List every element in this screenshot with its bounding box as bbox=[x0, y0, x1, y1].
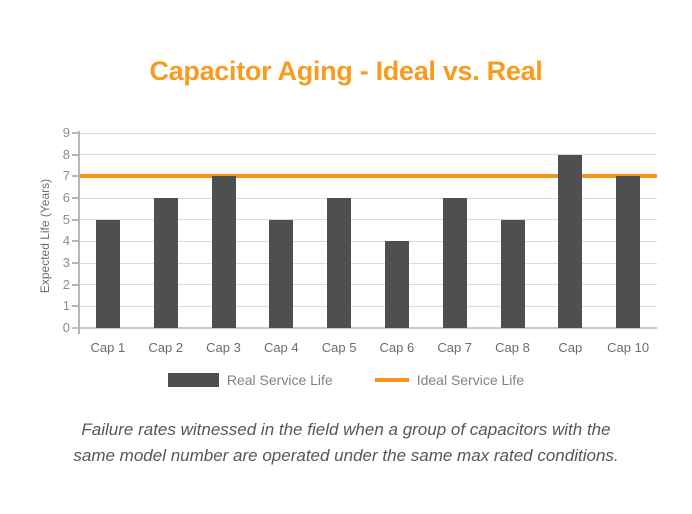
y-tick-mark-8 bbox=[72, 153, 79, 156]
y-tick-mark-5 bbox=[72, 218, 79, 221]
chart-title: Capacitor Aging - Ideal vs. Real bbox=[149, 56, 543, 86]
caption-line-1: Failure rates witnessed in the field whe… bbox=[81, 420, 611, 439]
y-axis-line bbox=[78, 131, 80, 334]
gridline-2 bbox=[79, 284, 657, 286]
y-tick-label-3: 3 bbox=[62, 255, 70, 270]
x-label-9: Cap bbox=[558, 340, 583, 355]
y-tick-mark-2 bbox=[72, 283, 79, 286]
y-tick-label-6: 6 bbox=[62, 190, 70, 205]
x-label-2: Cap 2 bbox=[148, 340, 184, 355]
ideal-service-life-line bbox=[79, 174, 657, 179]
y-tick-mark-7 bbox=[72, 175, 79, 178]
legend: Real Service Life Ideal Service Life bbox=[0, 372, 692, 388]
caption-line-2: same model number are operated under the… bbox=[73, 446, 619, 465]
y-tick-mark-6 bbox=[72, 197, 79, 199]
gridline-3 bbox=[79, 262, 657, 264]
y-tick-mark-4 bbox=[72, 240, 79, 243]
gridline-4 bbox=[79, 240, 657, 242]
bar-4 bbox=[269, 219, 294, 328]
y-tick-mark-9 bbox=[72, 132, 79, 134]
legend-label-real: Real Service Life bbox=[226, 372, 333, 388]
bar-5 bbox=[327, 198, 352, 328]
gridline-9 bbox=[79, 132, 657, 134]
legend-label-ideal: Ideal Service Life bbox=[416, 372, 525, 388]
x-label-10: Cap 10 bbox=[607, 340, 650, 355]
x-label-4: Cap 4 bbox=[263, 340, 299, 355]
y-tick-label-2: 2 bbox=[62, 276, 70, 292]
gridline-6 bbox=[79, 197, 657, 199]
x-label-7: Cap 7 bbox=[437, 340, 473, 355]
x-label-5: Cap 5 bbox=[321, 340, 357, 355]
bar-8 bbox=[500, 219, 525, 328]
gridline-8 bbox=[79, 154, 657, 156]
y-tick-mark-3 bbox=[72, 262, 79, 264]
y-tick-label-8: 8 bbox=[62, 146, 70, 162]
legend-item-real: Real Service Life bbox=[167, 372, 333, 388]
real-service-life-swatch-icon bbox=[167, 373, 219, 387]
bar-3 bbox=[211, 176, 236, 328]
gridline-1 bbox=[79, 305, 657, 307]
legend-item-ideal: Ideal Service Life bbox=[374, 372, 525, 388]
bar-2 bbox=[153, 198, 178, 328]
bar-7 bbox=[442, 198, 467, 328]
y-tick-label-1: 1 bbox=[62, 298, 70, 314]
ideal-service-life-swatch-icon bbox=[374, 378, 409, 382]
bar-9 bbox=[558, 154, 583, 328]
x-label-3: Cap 3 bbox=[206, 340, 241, 355]
bar-6 bbox=[384, 241, 409, 328]
plot-area: 0 1 2 3 4 5 6 7 8 9 Cap 1 Cap 2 Cap 3 Cap 4 Cap 5 Cap 6… bbox=[63, 125, 657, 355]
y-tick-label-9: 9 bbox=[62, 125, 70, 140]
gridline-5 bbox=[79, 219, 657, 221]
x-label-6: Cap 6 bbox=[379, 340, 415, 355]
y-tick-label-7: 7 bbox=[62, 168, 70, 184]
y-tick-label-4: 4 bbox=[62, 233, 70, 249]
x-label-1: Cap 1 bbox=[90, 340, 126, 355]
y-tick-label-0: 0 bbox=[62, 320, 70, 335]
bar-1 bbox=[95, 219, 120, 328]
bar-10 bbox=[616, 176, 641, 328]
caption: Failure rates witnessed in the field whe… bbox=[0, 417, 692, 469]
y-tick-mark-1 bbox=[72, 305, 79, 308]
y-tick-label-5: 5 bbox=[62, 211, 70, 227]
x-axis-line bbox=[72, 327, 657, 329]
x-label-8: Cap 8 bbox=[495, 340, 530, 355]
